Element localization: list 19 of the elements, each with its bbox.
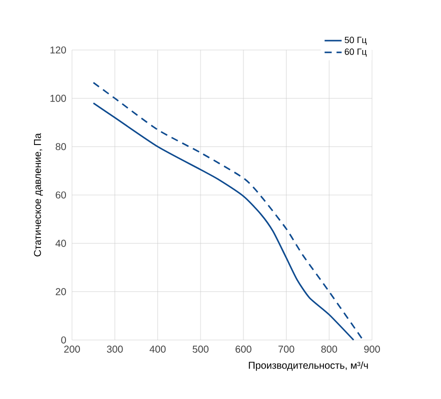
x-axis-title: Производительность, м³/ч xyxy=(248,362,368,371)
legend-label: 50 Гц xyxy=(344,36,367,45)
x-tick-label: 200 xyxy=(64,346,80,353)
legend-label: 60 Гц xyxy=(344,48,367,57)
y-tick-label: 20 xyxy=(56,288,66,296)
y-tick-label: 80 xyxy=(56,143,66,150)
x-tick-label: 400 xyxy=(150,346,166,353)
y-tick-label: 100 xyxy=(50,94,66,102)
x-tick-label: 600 xyxy=(236,346,252,353)
x-tick-label: 900 xyxy=(364,346,380,353)
y-tick-label: 60 xyxy=(56,191,66,199)
y-tick-label: 0 xyxy=(61,336,66,344)
y-tick-label: 40 xyxy=(56,240,66,247)
y-axis-title: Статическое давление, Па xyxy=(34,133,43,256)
x-tick-label: 700 xyxy=(278,346,294,353)
x-tick-label: 300 xyxy=(106,346,123,353)
x-tick-label: 500 xyxy=(192,346,208,353)
x-tick-label: 800 xyxy=(321,346,338,353)
y-tick-label: 120 xyxy=(50,46,66,54)
